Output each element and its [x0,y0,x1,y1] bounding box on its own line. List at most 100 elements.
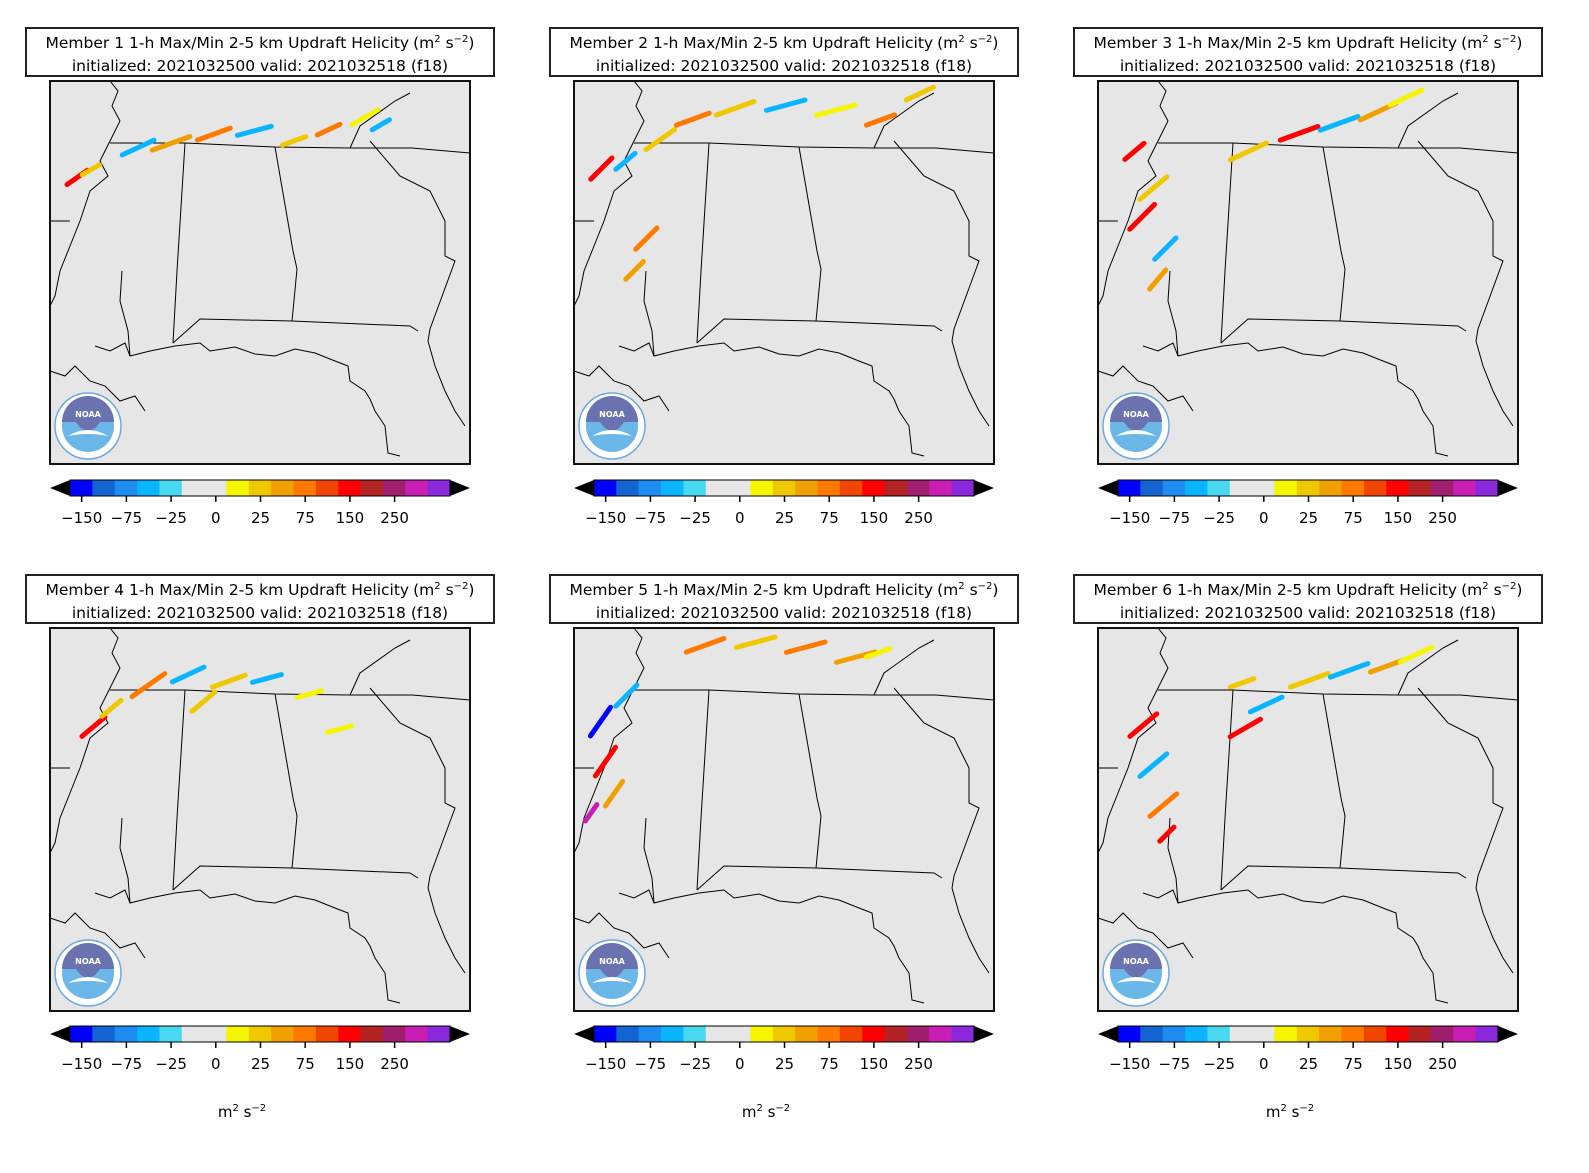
boundary-line [696,689,710,891]
colorbar-swatch [1319,1026,1343,1042]
boundary-line [119,270,131,357]
helicity-swath [863,646,893,660]
colorbar-tick-label: −75 [1159,509,1191,527]
colorbar-tick-label: 150 [336,1055,365,1073]
boundary-line [50,912,146,959]
helicity-swath [1387,87,1425,108]
colorbar-tick-label: 25 [775,509,794,527]
colorbar-swatch [1162,480,1186,496]
boundary-line [1417,140,1504,342]
helicity-swath [582,802,600,824]
colorbar-swatch [616,480,640,496]
title-box [549,27,1019,77]
helicity-swath [324,723,355,735]
boundary-line [1098,81,1169,307]
colorbar-tick-label: −25 [1203,509,1235,527]
colorbar-swatch [1341,1026,1365,1042]
helicity-swath [1277,123,1321,143]
colorbar-tick-label: −150 [585,1055,626,1073]
colorbar-tick-label: 0 [735,509,745,527]
map-background [1098,628,1518,1011]
colorbar-swatch [338,1026,362,1042]
colorbar-swatch [427,1026,451,1042]
helicity-swath [349,107,381,128]
noaa-logo: NOAA [54,392,122,460]
colorbar-swatch [750,1026,774,1042]
helicity-swath [733,634,778,650]
colorbar-swatch [1386,1026,1410,1042]
colorbar-over-arrow [974,480,994,496]
colorbar-swatch [114,1026,138,1042]
colorbar-swatch [594,480,617,496]
colorbar-swatch [405,480,429,496]
boundary-line [798,693,822,869]
colorbar-tick-label: −75 [635,1055,667,1073]
colorbar: −150 −75 −25 0 25 75 150 250 [574,479,994,527]
colorbar-swatch [1363,1026,1387,1042]
colorbar-over-arrow [1498,1026,1518,1042]
boundary-line [1475,887,1514,974]
helicity-swath [1317,113,1361,133]
boundary-line [172,865,293,891]
map-frame [573,627,995,1012]
colorbar-tick-label: 150 [336,509,365,527]
colorbar-tick-label: 150 [860,1055,889,1073]
boundary-line [574,365,670,412]
boundary-line [1158,689,1518,701]
colorbar-unit-label: m2 s−2 [218,1103,266,1121]
helicity-swath [279,134,309,148]
colorbar-under-arrow [50,1026,70,1042]
boundary-line [1475,340,1514,427]
colorbar-tick-label: −75 [1159,1055,1191,1073]
colorbar-swatch [1140,1026,1164,1042]
map-frame [1097,627,1519,1012]
boundary-line [1098,365,1194,412]
panel-6: Member 6 1-h Max/Min 2-5 km Updraft Heli… [1073,574,1543,1121]
boundary-line [893,687,980,889]
colorbar-swatch [594,1026,617,1042]
helicity-swath [673,110,712,128]
noaa-logo-text: NOAA [1123,410,1149,419]
helicity-swath [833,649,878,665]
boundary-line [369,687,456,889]
boundary-line [873,92,935,149]
panel-5: Member 5 1-h Max/Min 2-5 km Updraft Heli… [549,574,1019,1121]
panel-subtitle: initialized: 2021032500 valid: 202103251… [596,604,972,622]
helicity-swath [602,778,626,809]
boundary-line [1167,270,1179,357]
colorbar-swatch [929,1026,953,1042]
boundary-line [696,865,817,891]
colorbar-swatch [728,1026,751,1042]
colorbar-under-arrow [50,480,70,496]
map-background [1098,81,1518,464]
boundary-line [951,887,990,974]
colorbar-swatch [638,1026,662,1042]
colorbar-swatch [683,480,707,496]
boundary-line [172,689,186,891]
colorbar-swatch [683,1026,707,1042]
panel-subtitle: initialized: 2021032500 valid: 202103251… [1120,604,1496,622]
colorbar-swatch [137,480,160,496]
colorbar-swatch [817,1026,841,1042]
boundary-line [696,318,817,344]
colorbar-tick-label: 25 [1299,1055,1318,1073]
helicity-swath [1152,235,1179,262]
colorbar-tick-label: 250 [904,509,933,527]
helicity-swath [1127,711,1160,739]
panel-title: Member 6 1-h Max/Min 2-5 km Updraft Heli… [1094,581,1523,599]
colorbar-tick-label: 25 [1299,509,1318,527]
colorbar-swatch [1475,480,1499,496]
boundary-line [1220,689,1234,891]
helicity-swath [129,671,168,700]
boundary-line [696,142,710,344]
colorbar-under-arrow [1098,480,1118,496]
helicity-swath [863,112,898,128]
colorbar-tick-label: 150 [1384,1055,1413,1073]
map-content: NOAA [1097,80,1519,465]
helicity-swath [149,133,193,153]
colorbar-swatch [1140,480,1164,496]
colorbar-swatch [1408,480,1432,496]
colorbar-tick-label: 250 [1428,1055,1457,1073]
colorbar-swatch [315,480,339,496]
